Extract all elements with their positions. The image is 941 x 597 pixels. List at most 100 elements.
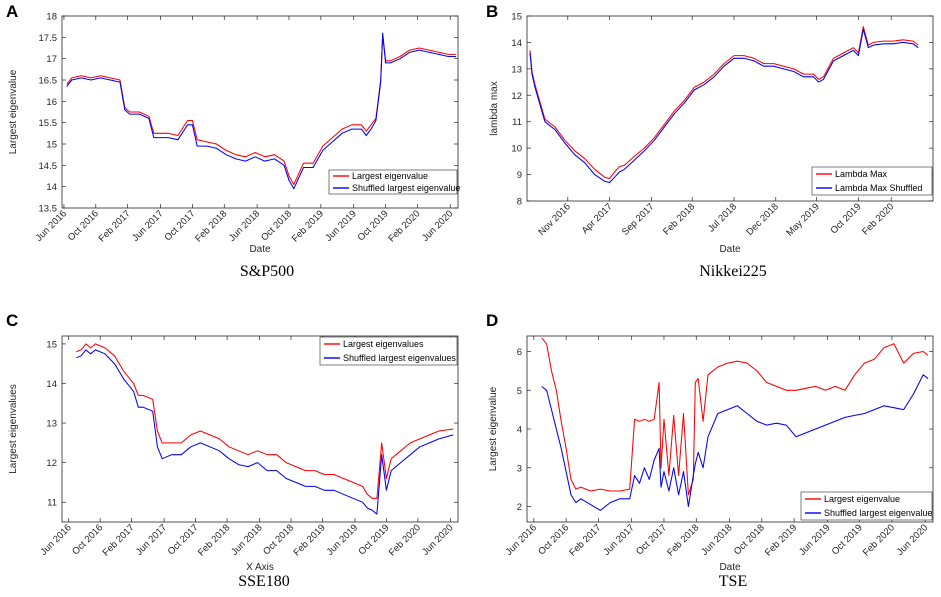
chart-panel-b: B Nikkei225 8 9 10 11 12 13 14 15 Nov 2016 Apr 2017… [486,2,934,280]
x-tick-label: Oct 2018 [261,522,296,557]
y-axis-label: Largest eigenvalues [8,384,19,474]
x-tick-label: Dec 2018 [744,201,781,238]
plot-frame [526,335,934,523]
y-tick-label: 14.5 [39,161,58,172]
x-tick-label: May 2019 [784,201,821,238]
x-tick-label: Jun 2017 [130,208,165,243]
series-line-shuffled [529,28,919,184]
x-tick-label: Feb 2020 [860,201,896,237]
legend-label: Shuffled largest eigenvalue [824,508,932,518]
legend-box [811,166,933,196]
y-axis-label: Largest eigenvalue [488,386,499,471]
y-tick-label: 2 [517,502,522,513]
legend-box [319,336,458,366]
x-tick-label: Oct 2019 [356,208,391,243]
x-tick-label: Jun 2016 [504,522,539,557]
x-tick-label: Feb 2019 [291,522,327,558]
panel-letter: C [6,311,18,330]
x-tick-label: Feb 2018 [193,208,229,244]
x-tick-label: Oct 2016 [536,522,571,557]
x-axis-label: X Axis [246,562,274,573]
x-tick-label: Oct 2018 [732,522,767,557]
legend: Largest eigenvalue Shuffled largest eigen… [800,491,932,521]
x-tick-label: Feb 2020 [387,522,423,558]
x-tick-label: Feb 2019 [290,208,326,244]
panel-caption: Nikkei225 [699,263,767,280]
y-tick-label: 9 [517,170,522,181]
y-tick-label: 14 [511,38,522,49]
x-tick-label: Jun 2017 [601,522,636,557]
plot-area [527,336,933,522]
x-tick-label: Jun 2018 [699,522,734,557]
x-tick-label: Jun 2020 [420,208,455,243]
y-tick-label: 13 [511,64,522,75]
y-tick-label: 15 [511,12,522,23]
legend-box [328,169,458,195]
x-tick-label: Feb 2018 [665,522,701,558]
x-tick-label: Jun 2020 [420,522,455,557]
x-tick-label: Oct 2016 [66,208,101,243]
y-axis-label: Largest eigenvalue [8,69,19,154]
x-tick-label: Feb 2018 [661,201,697,237]
series-line-shuffled [66,32,457,190]
legend-label: Shuffled largest eigenvalues [343,353,456,363]
x-tick-label: Feb 2017 [101,522,137,558]
plot-area [62,336,458,522]
x-tick-label: Jun 2019 [797,522,832,557]
x-axis-label: Date [719,562,741,573]
y-tick-label: 4 [517,425,522,436]
legend: Largest eigenvalues Shuffled largest eige… [319,336,458,366]
x-tick-label: Jun 2017 [134,522,169,557]
y-tick-label: 17.5 [39,33,58,44]
legend-label: Largest eigenvalue [824,494,900,504]
y-tick-label: 5 [517,386,522,397]
panel-caption: SSE180 [238,573,290,590]
legend-label: Largest eigenvalue [352,171,428,181]
series-line-shuffled [541,374,929,511]
x-tick-label: Oct 2019 [828,201,863,236]
y-axis-label: lambda max [489,81,500,135]
x-tick-label: Oct 2017 [634,522,669,557]
x-tick-label: Feb 2020 [386,208,422,244]
x-tick-label: Oct 2018 [259,208,294,243]
y-tick-label: 13.5 [39,204,58,215]
x-axis-label: Date [719,244,741,255]
series-line-main [541,337,929,496]
x-tick-label: Oct 2017 [162,208,197,243]
panel-letter: D [486,311,498,330]
panel-caption: TSE [719,573,747,590]
y-tick-label: 15 [46,339,57,350]
plot-frame [526,15,934,202]
y-tick-label: 12 [511,91,522,102]
y-tick-label: 10 [511,144,522,155]
y-tick-label: 13 [46,419,57,430]
y-tick-label: 6 [517,347,522,358]
x-tick-label: Oct 2019 [357,522,392,557]
y-tick-label: 14 [46,182,57,193]
x-axis-label: Date [249,244,271,255]
y-tick-label: 15 [46,140,57,151]
x-tick-label: Jun 2019 [325,522,360,557]
x-tick-label: Apr 2017 [580,201,615,236]
plot-frame [61,15,459,209]
x-tick-label: Jul 2018 [706,201,739,234]
x-tick-label: Feb 2017 [567,522,603,558]
x-tick-label: Jun 2020 [895,522,930,557]
x-tick-label: Jun 2016 [38,522,73,557]
y-tick-label: 16 [46,97,57,108]
panel-letter: B [486,2,498,21]
legend-label: Largest eigenvalues [343,339,424,349]
y-tick-label: 8 [517,197,522,208]
x-tick-label: Jun 2018 [227,208,262,243]
legend-label: Lambda Max [835,169,888,179]
y-tick-label: 11 [47,498,57,509]
y-tick-label: 17 [46,54,57,65]
legend: Largest eigenvalue Shuffled largest eigen… [328,169,460,195]
legend: Lambda Max Lambda Max Shuffled [811,166,933,196]
x-tick-label: Feb 2020 [861,522,897,558]
plot-frame [61,335,459,523]
series-line-main [76,343,454,499]
